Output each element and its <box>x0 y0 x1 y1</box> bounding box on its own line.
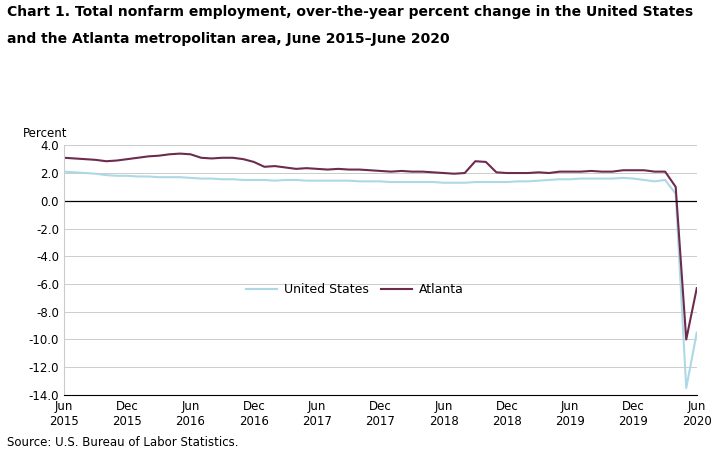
Legend: United States, Atlanta: United States, Atlanta <box>241 278 469 301</box>
United States <box>186 175 195 181</box>
Atlanta <box>218 155 226 160</box>
Atlanta <box>682 337 690 342</box>
United States <box>682 385 690 391</box>
United States <box>608 176 616 181</box>
Text: and the Atlanta metropolitan area, June 2015–June 2020: and the Atlanta metropolitan area, June … <box>7 32 450 46</box>
Atlanta <box>197 155 205 160</box>
Line: Atlanta: Atlanta <box>64 153 697 340</box>
Atlanta <box>408 169 417 174</box>
Atlanta <box>60 155 68 160</box>
Text: Source: U.S. Bureau of Labor Statistics.: Source: U.S. Bureau of Labor Statistics. <box>7 436 239 449</box>
Atlanta <box>450 171 459 177</box>
United States <box>693 330 701 335</box>
United States <box>208 176 216 181</box>
United States <box>397 179 406 185</box>
United States <box>282 177 290 183</box>
Text: Percent: Percent <box>23 127 68 140</box>
Text: Chart 1. Total nonfarm employment, over-the-year percent change in the United St: Chart 1. Total nonfarm employment, over-… <box>7 5 693 19</box>
United States <box>439 180 448 185</box>
Atlanta <box>176 151 184 156</box>
United States <box>60 169 68 174</box>
Atlanta <box>292 166 300 172</box>
Atlanta <box>693 286 701 291</box>
Line: United States: United States <box>64 172 697 388</box>
Atlanta <box>619 168 627 173</box>
